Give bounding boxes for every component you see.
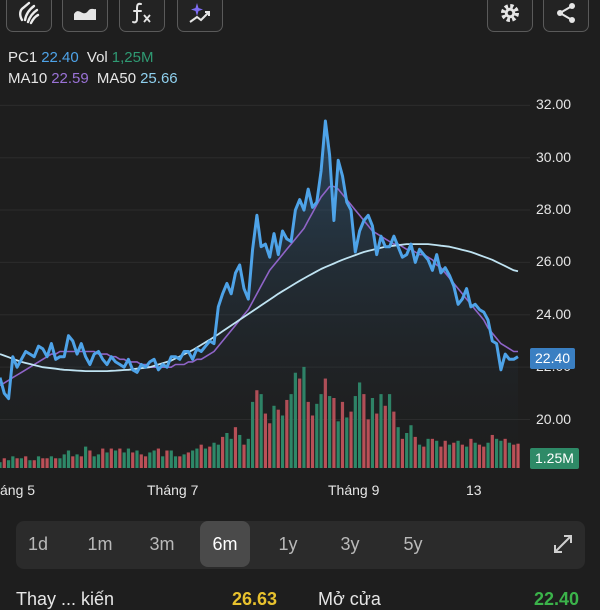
chart-toolbar: [0, 0, 600, 34]
range-6m-button[interactable]: 6m: [200, 521, 250, 567]
share-button[interactable]: [543, 0, 589, 32]
ma10-value: 22.59: [51, 70, 89, 87]
function-button[interactable]: [119, 0, 165, 32]
legend-row-ma: MA10 22.59 MA50 25.66: [8, 70, 182, 88]
last-price-badge: 22.40: [530, 348, 576, 369]
price-line: [0, 119, 519, 401]
function-icon: [132, 2, 151, 24]
x-tick-label: Tháng 7: [147, 482, 199, 498]
y-tick-label: 24.00: [536, 305, 572, 322]
range-3y-button[interactable]: 3y: [340, 534, 360, 554]
y-tick-label: 30.00: [536, 148, 572, 165]
y-tick-label: 20.00: [536, 410, 572, 427]
gear-icon: [501, 4, 519, 22]
share-icon: [557, 3, 575, 23]
price-chart[interactable]: [0, 0, 600, 510]
legend-row-price: PC1 22.40 Vol 1,25M: [8, 49, 157, 67]
ma50-value: 25.66: [140, 70, 178, 87]
x-tick-label: áng 5: [0, 482, 36, 498]
area-chart-button[interactable]: [62, 0, 108, 32]
pc1-value: 22.40: [41, 49, 79, 66]
area-chart-icon: [74, 8, 96, 20]
y-tick-label: 26.00: [536, 253, 572, 270]
vol-label: Vol: [86, 49, 108, 66]
ma10-label: MA10: [8, 70, 48, 87]
range-5y-button[interactable]: 5y: [403, 534, 423, 554]
ma50-label: MA50: [96, 70, 137, 87]
settings-button[interactable]: [487, 0, 533, 32]
y-tick-label: 32.00: [536, 96, 572, 113]
price-area: [0, 121, 518, 470]
range-selector: 1d 1m 3m 6m 1y 3y 5y: [16, 521, 585, 569]
hand-wave-icon: [19, 1, 40, 25]
range-1d-button[interactable]: 1d: [27, 534, 49, 554]
range-3m-button[interactable]: 3m: [149, 534, 175, 554]
x-tick-label: Tháng 9: [328, 482, 380, 498]
ma50-line: [0, 243, 519, 372]
sparkle-trend-icon: [189, 3, 210, 23]
volume-badge: 1.25M: [530, 448, 579, 469]
range-1m-button[interactable]: 1m: [87, 534, 113, 554]
pc1-label: PC1: [8, 49, 38, 66]
y-tick-label: 28.00: [536, 201, 572, 218]
sparkle-trend-button[interactable]: [177, 0, 223, 32]
expand-icon[interactable]: [551, 532, 575, 556]
x-tick-label: 13: [466, 482, 482, 498]
range-1y-button[interactable]: 1y: [278, 534, 298, 554]
vol-value: 1,25M: [111, 49, 154, 66]
ma10-line: [0, 185, 518, 387]
hand-wave-button[interactable]: [6, 0, 52, 32]
